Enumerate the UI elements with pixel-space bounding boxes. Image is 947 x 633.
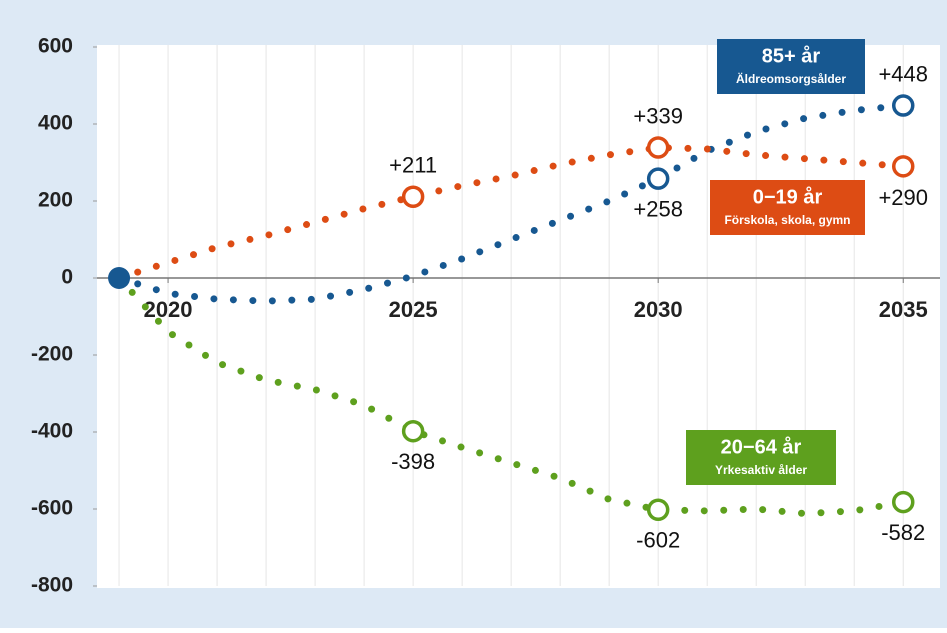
value-label: -582 [881,520,925,545]
legend-description: Yrkesaktiv ålder [715,463,807,477]
highlight-marker [891,155,915,178]
highlight-marker [646,498,670,522]
y-tick-label: 0 [61,266,73,289]
value-label: -398 [391,449,435,474]
value-label: +290 [878,185,928,210]
x-tick-label: 2020 [144,297,193,322]
x-tick-label: 2025 [389,297,438,322]
value-label: +258 [633,196,683,221]
highlight-marker [401,419,425,443]
legend-label: 0−19 år [753,185,823,208]
y-tick-label: 600 [38,35,73,58]
value-label: +448 [878,61,928,86]
legend-box [717,39,865,94]
highlight-marker [646,136,670,159]
y-tick-label: -200 [31,343,73,366]
start-marker [108,267,131,289]
highlight-marker [891,94,915,117]
legend-label: 20−64 år [721,435,802,458]
value-label: -602 [636,528,680,553]
series-line [115,102,907,305]
value-label: +211 [389,153,437,178]
value-label: +339 [633,103,683,128]
legend-box [686,430,836,485]
legend-label: 85+ år [762,44,821,67]
x-tick-label: 2035 [879,297,928,322]
highlight-marker [646,167,670,190]
y-tick-label: 400 [38,112,73,135]
plot-area [97,45,940,588]
highlight-marker [401,185,425,209]
legend-description: Förskola, skola, gymn [724,213,850,227]
legend-box [710,180,865,235]
x-tick-label: 2030 [634,297,683,322]
legend-description: Äldreomsorgsålder [736,71,846,86]
highlight-marker [891,490,915,514]
y-tick-label: -400 [31,420,73,443]
y-tick-label: -600 [31,497,73,520]
series-line [115,143,907,282]
y-tick-label: 200 [38,189,73,212]
y-tick-label: -800 [31,574,73,597]
